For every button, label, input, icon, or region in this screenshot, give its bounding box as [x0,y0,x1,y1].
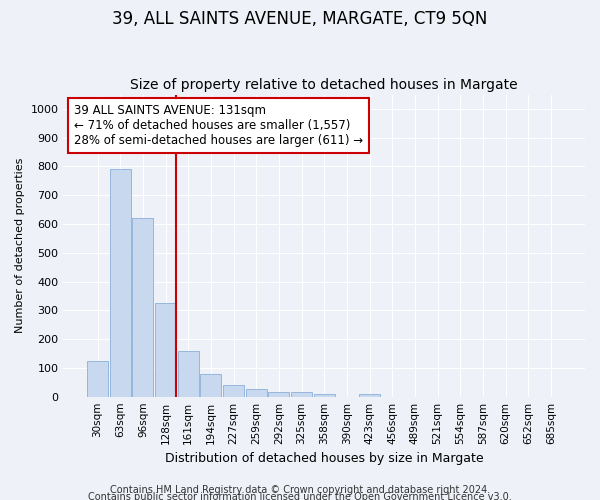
Bar [314,394,335,396]
Text: 39, ALL SAINTS AVENUE, MARGATE, CT9 5QN: 39, ALL SAINTS AVENUE, MARGATE, CT9 5QN [112,10,488,28]
Bar [291,392,312,396]
Title: Size of property relative to detached houses in Margate: Size of property relative to detached ho… [130,78,518,92]
Bar [133,218,154,396]
Bar [359,394,380,396]
Bar [155,303,176,396]
Bar [223,385,244,396]
Bar [178,350,199,397]
Bar [246,389,266,396]
Text: Contains HM Land Registry data © Crown copyright and database right 2024.: Contains HM Land Registry data © Crown c… [110,485,490,495]
X-axis label: Distribution of detached houses by size in Margate: Distribution of detached houses by size … [165,452,484,465]
Text: Contains public sector information licensed under the Open Government Licence v3: Contains public sector information licen… [88,492,512,500]
Text: 39 ALL SAINTS AVENUE: 131sqm
← 71% of detached houses are smaller (1,557)
28% of: 39 ALL SAINTS AVENUE: 131sqm ← 71% of de… [74,104,363,146]
Bar [268,392,289,396]
Y-axis label: Number of detached properties: Number of detached properties [15,158,25,334]
Bar [200,374,221,396]
Bar [87,360,108,396]
Bar [110,170,131,396]
